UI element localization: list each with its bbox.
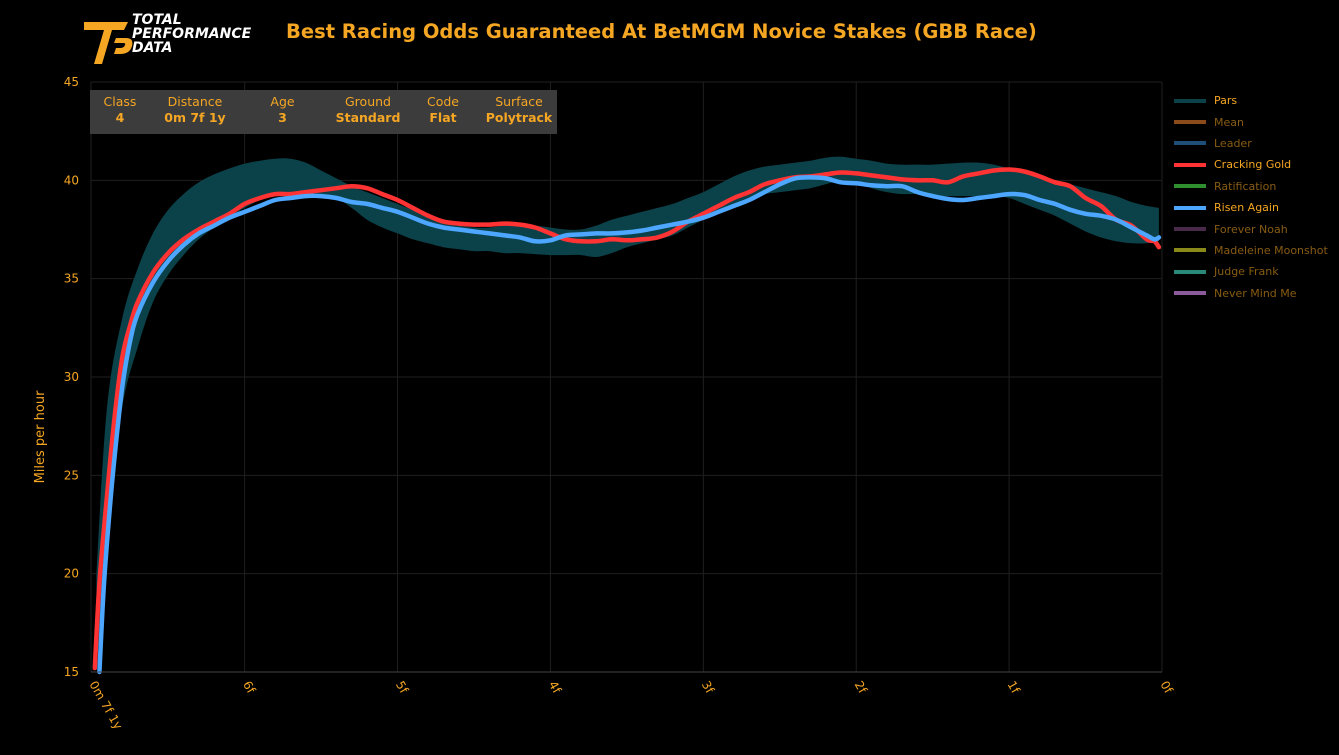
legend-label: Risen Again <box>1214 201 1279 215</box>
y-tick-label: 45 <box>64 75 79 89</box>
info-value: Flat <box>429 110 457 125</box>
x-tick-label: 2f <box>852 679 870 697</box>
legend-swatch-icon <box>1174 227 1206 232</box>
y-axis-title: Miles per hour <box>33 390 48 484</box>
info-age: Age 3 <box>250 94 315 126</box>
legend-item[interactable]: Ratification <box>1174 176 1328 197</box>
info-value: 0m 7f 1y <box>164 110 226 125</box>
legend-label: Ratification <box>1214 179 1277 193</box>
legend-swatch-icon <box>1174 120 1206 125</box>
info-class: Class 4 <box>90 94 150 126</box>
legend-item[interactable]: Judge Frank <box>1174 261 1328 282</box>
pars-band <box>96 156 1159 672</box>
legend-swatch-icon <box>1174 141 1206 146</box>
legend-item[interactable]: Cracking Gold <box>1174 154 1328 175</box>
legend-item[interactable]: Never Mind Me <box>1174 283 1328 304</box>
info-label: Code <box>426 94 459 109</box>
legend-label: Leader <box>1214 136 1252 150</box>
legend-label: Mean <box>1214 115 1244 129</box>
x-tick-label: 1f <box>1005 679 1023 697</box>
legend-label: Never Mind Me <box>1214 286 1297 300</box>
legend-item[interactable]: Pars <box>1174 90 1328 111</box>
y-tick-label: 25 <box>64 468 79 482</box>
legend-label: Cracking Gold <box>1214 158 1292 172</box>
info-ground: Ground Standard <box>328 94 408 126</box>
info-value: Polytrack <box>485 110 553 125</box>
x-tick-label: 5f <box>393 679 411 697</box>
y-tick-label: 15 <box>64 665 79 679</box>
info-label: Ground <box>345 94 391 109</box>
info-label: Age <box>270 94 295 109</box>
y-tick-label: 40 <box>64 173 79 187</box>
series-line-cracking-gold <box>92 167 1162 671</box>
series-line-risen-again <box>97 175 1162 675</box>
brand-logo: TOTAL PERFORMANCE DATA <box>84 12 252 64</box>
info-distance: Distance 0m 7f 1y <box>150 94 240 126</box>
x-tick-label: 3f <box>699 679 717 697</box>
legend-swatch-icon <box>1174 98 1206 103</box>
info-code: Code Flat <box>416 94 470 126</box>
legend-label: Judge Frank <box>1214 265 1279 279</box>
y-tick-label: 30 <box>64 370 79 384</box>
info-value: 4 <box>115 110 125 125</box>
y-tick-label: 35 <box>64 272 79 286</box>
brand-line-2: PERFORMANCE <box>132 26 252 42</box>
legend-label: Forever Noah <box>1214 222 1288 236</box>
info-label: Distance <box>167 94 223 109</box>
brand-line-1: TOTAL <box>132 12 182 28</box>
info-surface: Surface Polytrack <box>480 94 558 126</box>
legend-swatch-icon <box>1174 205 1206 210</box>
race-info-panel: Class 4 Distance 0m 7f 1y Age 3 Ground S… <box>90 90 557 134</box>
y-tick-label: 20 <box>64 567 79 581</box>
info-value: Standard <box>335 110 401 125</box>
legend-item[interactable]: Risen Again <box>1174 197 1328 218</box>
chart-legend: Pars Mean Leader Cracking Gold Ratificat… <box>1174 90 1328 304</box>
chart-title: Best Racing Odds Guaranteed At BetMGM No… <box>286 20 1037 43</box>
legend-swatch-icon <box>1174 184 1206 189</box>
legend-label: Madeleine Moonshot <box>1214 243 1328 257</box>
legend-swatch-icon <box>1174 248 1206 253</box>
pars-band-area <box>96 156 1159 672</box>
legend-item[interactable]: Leader <box>1174 133 1328 154</box>
legend-label: Pars <box>1214 94 1238 108</box>
info-label: Surface <box>495 94 543 109</box>
legend-item[interactable]: Madeleine Moonshot <box>1174 240 1328 261</box>
x-tick-label: 4f <box>546 679 564 697</box>
legend-item[interactable]: Mean <box>1174 111 1328 132</box>
info-label: Class <box>103 94 137 109</box>
x-tick-label: 0m 7f 1y <box>86 679 125 732</box>
legend-swatch-icon <box>1174 269 1206 274</box>
legend-swatch-icon <box>1174 291 1206 296</box>
runner-lines <box>92 167 1162 675</box>
brand-line-3: DATA <box>132 40 172 56</box>
info-value: 3 <box>278 110 287 125</box>
x-tick-label: 6f <box>240 679 258 697</box>
brand-mark-icon <box>84 22 133 64</box>
x-tick-label: 0f <box>1157 679 1175 697</box>
legend-item[interactable]: Forever Noah <box>1174 218 1328 239</box>
legend-swatch-icon <box>1174 162 1206 167</box>
